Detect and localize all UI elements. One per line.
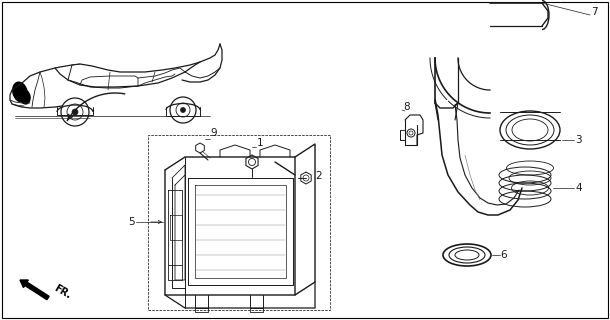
- Ellipse shape: [20, 90, 30, 104]
- Circle shape: [72, 109, 78, 115]
- Bar: [148, 135, 330, 310]
- Text: 5: 5: [128, 217, 135, 227]
- Ellipse shape: [13, 82, 27, 102]
- Text: 8: 8: [403, 102, 410, 112]
- Text: 9: 9: [210, 128, 217, 138]
- Circle shape: [407, 129, 415, 137]
- Ellipse shape: [506, 115, 554, 145]
- Text: 6: 6: [500, 250, 507, 260]
- Text: 4: 4: [575, 183, 581, 193]
- Text: 1: 1: [257, 138, 264, 148]
- Text: 3: 3: [575, 135, 581, 145]
- Text: 7: 7: [591, 7, 598, 17]
- Text: FR.: FR.: [52, 283, 73, 301]
- Text: 2: 2: [315, 171, 321, 181]
- Ellipse shape: [443, 244, 491, 266]
- Ellipse shape: [500, 111, 560, 149]
- FancyArrow shape: [20, 280, 49, 300]
- Ellipse shape: [449, 247, 485, 263]
- Circle shape: [181, 108, 185, 113]
